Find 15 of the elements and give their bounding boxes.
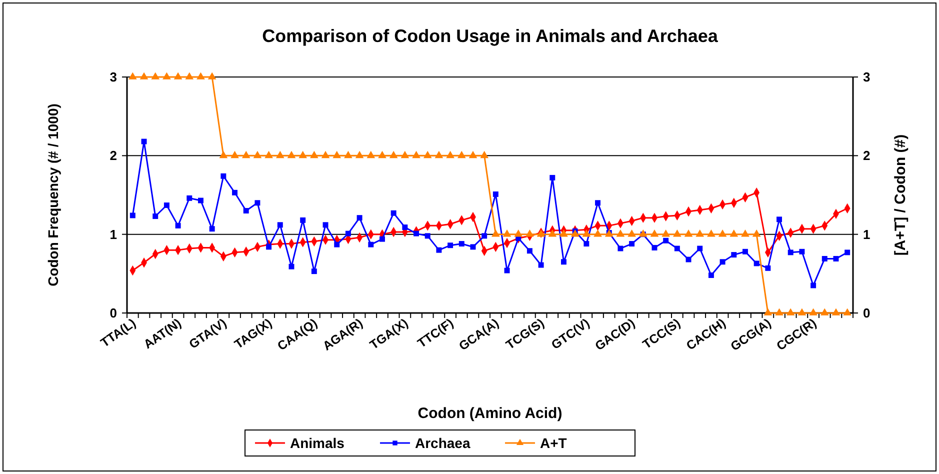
y2-tick-label: 0 xyxy=(863,306,870,321)
y-tick-label: 1 xyxy=(110,226,117,242)
y-tick-label: 0 xyxy=(110,306,117,321)
y-tick-label: 2 xyxy=(110,148,117,164)
y2-tick-label: 3 xyxy=(863,70,870,85)
chart-title: Comparison of Codon Usage in Animals and Archaea xyxy=(262,26,719,46)
legend-label: Archaea xyxy=(415,434,470,451)
x-axis-title: Codon (Amino Acid) xyxy=(418,405,562,422)
y-axis-title: Codon Frequency (# / 1000) xyxy=(45,104,61,286)
y-tick-label: 3 xyxy=(110,70,117,85)
y2-tick-label: 2 xyxy=(863,148,870,164)
legend-label: A+T xyxy=(540,434,568,451)
legend-label: Animals xyxy=(290,434,345,451)
y2-tick-label: 1 xyxy=(863,226,870,242)
y2-axis-title: [A+T] / Codon (#) xyxy=(892,134,909,256)
